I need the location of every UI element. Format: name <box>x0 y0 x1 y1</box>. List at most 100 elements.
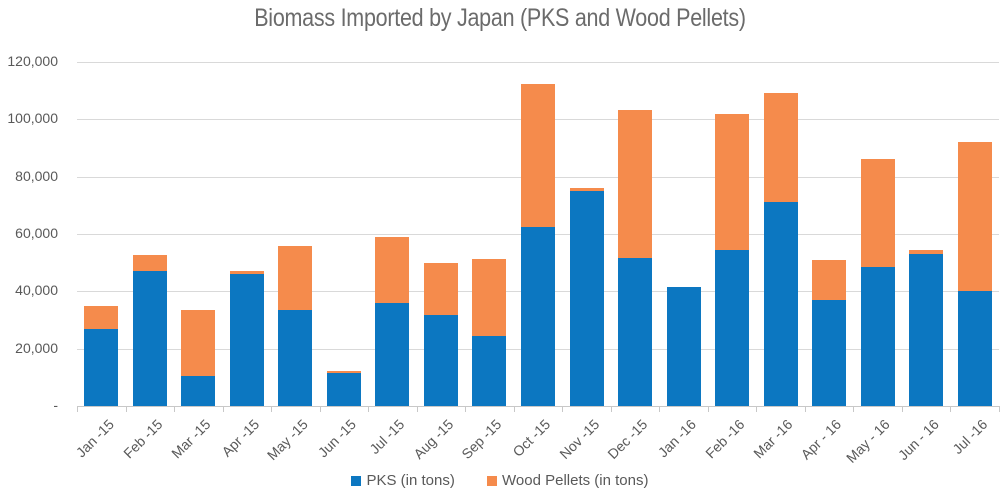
x-tick-label: Jan -15 <box>72 416 117 461</box>
bar-feb-16 <box>715 114 749 406</box>
x-tick <box>950 406 951 412</box>
bar-jun-16 <box>909 250 943 406</box>
bar-jul-15 <box>375 237 409 406</box>
bar-segment-pks <box>230 274 264 406</box>
x-tick <box>368 406 369 412</box>
x-tick <box>126 406 127 412</box>
bar-segment-pks <box>521 227 555 406</box>
bar-segment-wood-pellets <box>521 84 555 227</box>
bar-segment-wood-pellets <box>715 114 749 250</box>
bar-mar-15 <box>181 310 215 406</box>
bar-segment-wood-pellets <box>327 371 361 373</box>
x-tick-label: Jul -15 <box>366 416 408 458</box>
gridline <box>77 62 999 63</box>
bar-segment-wood-pellets <box>230 271 264 274</box>
bar-may-16 <box>861 159 895 406</box>
bar-segment-pks <box>181 376 215 406</box>
bar-segment-wood-pellets <box>812 260 846 300</box>
bar-aug-15 <box>424 263 458 406</box>
bar-segment-wood-pellets <box>84 306 118 329</box>
bar-segment-pks <box>812 300 846 406</box>
bar-segment-pks <box>618 258 652 406</box>
y-tick-label: 60,000 <box>15 225 58 241</box>
x-tick-label: Oct -15 <box>509 416 554 460</box>
bar-segment-pks <box>958 291 992 406</box>
x-tick <box>514 406 515 412</box>
legend-item-pks: PKS (in tons) <box>351 472 455 489</box>
bar-segment-wood-pellets <box>424 263 458 315</box>
bar-segment-pks <box>715 250 749 406</box>
x-tick <box>320 406 321 412</box>
bar-segment-pks <box>424 315 458 406</box>
x-tick-label: Jul -16 <box>949 416 991 458</box>
chart-title: Biomass Imported by Japan (PKS and Wood … <box>254 4 746 32</box>
bar-segment-pks <box>278 310 312 406</box>
x-tick <box>223 406 224 412</box>
legend-item-wood-pellets: Wood Pellets (in tons) <box>487 472 649 489</box>
x-tick-label: Apr -15 <box>218 416 263 460</box>
x-tick <box>805 406 806 412</box>
x-tick-label: Apr - 16 <box>797 416 845 463</box>
bar-segment-wood-pellets <box>861 159 895 268</box>
bar-apr-15 <box>230 271 264 406</box>
x-axis-line <box>77 406 999 407</box>
x-tick <box>174 406 175 412</box>
x-tick <box>465 406 466 412</box>
bar-feb-15 <box>133 255 167 406</box>
bar-segment-wood-pellets <box>909 250 943 254</box>
bar-segment-pks <box>327 373 361 406</box>
bar-segment-pks <box>667 287 701 406</box>
bar-may-15 <box>278 246 312 406</box>
x-tick-label: Mar -15 <box>168 416 214 462</box>
y-tick-label: 40,000 <box>15 282 58 299</box>
bar-apr-16 <box>812 260 846 406</box>
bar-segment-pks <box>375 303 409 406</box>
bar-dec-15 <box>618 110 652 406</box>
bar-nov-15 <box>570 188 604 406</box>
x-tick <box>659 406 660 412</box>
y-tick-label: - <box>53 397 58 413</box>
x-tick-label: Dec -15 <box>604 416 651 462</box>
bar-jul-16 <box>958 142 992 406</box>
y-tick-label: 120,000 <box>7 53 58 69</box>
bar-sep-15 <box>472 259 506 406</box>
x-tick-label: Aug -15 <box>410 416 457 462</box>
x-tick <box>902 406 903 412</box>
bar-oct-15 <box>521 84 555 406</box>
x-tick <box>853 406 854 412</box>
x-tick <box>708 406 709 412</box>
x-tick-label: Feb -15 <box>119 416 166 462</box>
bar-segment-wood-pellets <box>764 93 798 202</box>
x-tick-label: May - 16 <box>843 416 894 466</box>
x-tick-label: May -15 <box>263 416 311 464</box>
x-tick <box>271 406 272 412</box>
bar-segment-pks <box>133 271 167 406</box>
x-tick <box>756 406 757 412</box>
y-tick-label: 80,000 <box>15 167 58 184</box>
x-tick-label: Jun -15 <box>314 416 360 461</box>
bar-segment-wood-pellets <box>570 188 604 191</box>
x-tick-label: Sep -15 <box>458 416 505 462</box>
bar-segment-pks <box>84 329 118 406</box>
x-tick <box>562 406 563 412</box>
bar-segment-wood-pellets <box>958 142 992 291</box>
bar-segment-pks <box>764 202 798 406</box>
bar-segment-wood-pellets <box>472 259 506 336</box>
legend: PKS (in tons) Wood Pellets (in tons) <box>0 472 1000 490</box>
bar-segment-pks <box>472 336 506 406</box>
x-tick <box>77 406 78 412</box>
legend-label-wood-pellets: Wood Pellets (in tons) <box>502 472 649 489</box>
x-tick <box>611 406 612 412</box>
legend-label-pks: PKS (in tons) <box>366 472 455 489</box>
bar-jan-16 <box>667 287 701 406</box>
bar-segment-wood-pellets <box>278 246 312 310</box>
legend-swatch-pks <box>351 475 362 486</box>
bar-segment-pks <box>861 267 895 406</box>
y-tick-label: 20,000 <box>15 339 58 356</box>
bar-mar-16 <box>764 93 798 406</box>
x-tick-label: Jan -16 <box>654 416 699 461</box>
bar-segment-pks <box>570 191 604 406</box>
bar-segment-wood-pellets <box>133 255 167 271</box>
bar-segment-wood-pellets <box>375 237 409 303</box>
x-tick-label: Feb -16 <box>701 416 748 462</box>
